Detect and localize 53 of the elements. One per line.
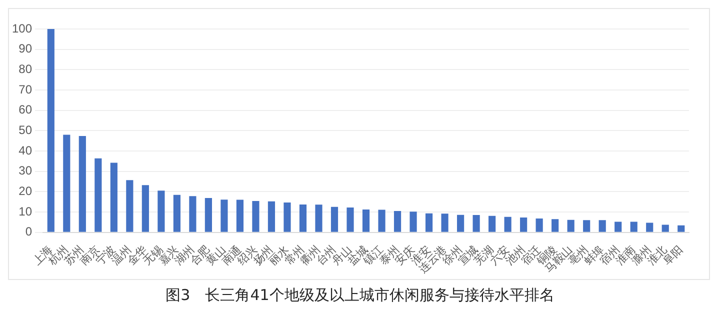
bar bbox=[315, 204, 322, 232]
bar bbox=[330, 206, 338, 232]
bar bbox=[63, 134, 70, 232]
bar bbox=[204, 198, 212, 232]
bar bbox=[94, 158, 102, 232]
bar bbox=[378, 210, 386, 232]
bar bbox=[488, 216, 496, 232]
bar bbox=[678, 225, 685, 232]
bar bbox=[520, 217, 528, 232]
y-tick-label: 100 bbox=[12, 21, 32, 36]
bar bbox=[504, 216, 512, 232]
bar bbox=[268, 201, 276, 232]
bar bbox=[346, 208, 354, 232]
bar bbox=[662, 224, 669, 232]
bar bbox=[614, 222, 622, 232]
y-tick-label: 50 bbox=[18, 122, 32, 137]
bar bbox=[299, 204, 307, 232]
bar bbox=[472, 215, 480, 232]
bar bbox=[536, 218, 543, 232]
bar bbox=[78, 136, 86, 232]
y-tick-label: 30 bbox=[18, 164, 32, 178]
bar bbox=[567, 220, 574, 232]
bar bbox=[425, 213, 433, 232]
bar bbox=[410, 212, 417, 232]
y-tick-label: 10 bbox=[18, 204, 32, 218]
bar bbox=[598, 220, 606, 232]
bar bbox=[583, 220, 590, 232]
y-tick-label: 90 bbox=[18, 42, 32, 56]
bar bbox=[630, 222, 638, 232]
y-tick-label: 20 bbox=[18, 184, 32, 198]
y-tick-label: 70 bbox=[18, 82, 32, 96]
bar bbox=[362, 210, 370, 232]
bar bbox=[394, 210, 402, 232]
bar bbox=[236, 200, 244, 232]
bar bbox=[220, 200, 228, 232]
bar bbox=[47, 29, 54, 232]
bar bbox=[441, 214, 448, 232]
y-tick-label: 80 bbox=[18, 62, 32, 76]
bar bbox=[126, 180, 134, 232]
bar bbox=[284, 202, 291, 232]
y-tick-label: 60 bbox=[18, 102, 32, 117]
bar bbox=[110, 162, 118, 232]
bar bbox=[189, 196, 196, 232]
bar bbox=[173, 194, 180, 232]
bar bbox=[142, 185, 149, 232]
y-tick-label: 0 bbox=[25, 224, 32, 239]
bar bbox=[252, 201, 260, 232]
y-tick-label: 40 bbox=[18, 143, 32, 158]
bar bbox=[552, 219, 559, 232]
bar bbox=[457, 214, 464, 232]
text: 图3 长三角41个地级及以上城市休闲服务与接待水平排名 bbox=[164, 286, 556, 305]
bar bbox=[646, 222, 654, 232]
bar bbox=[158, 190, 165, 232]
